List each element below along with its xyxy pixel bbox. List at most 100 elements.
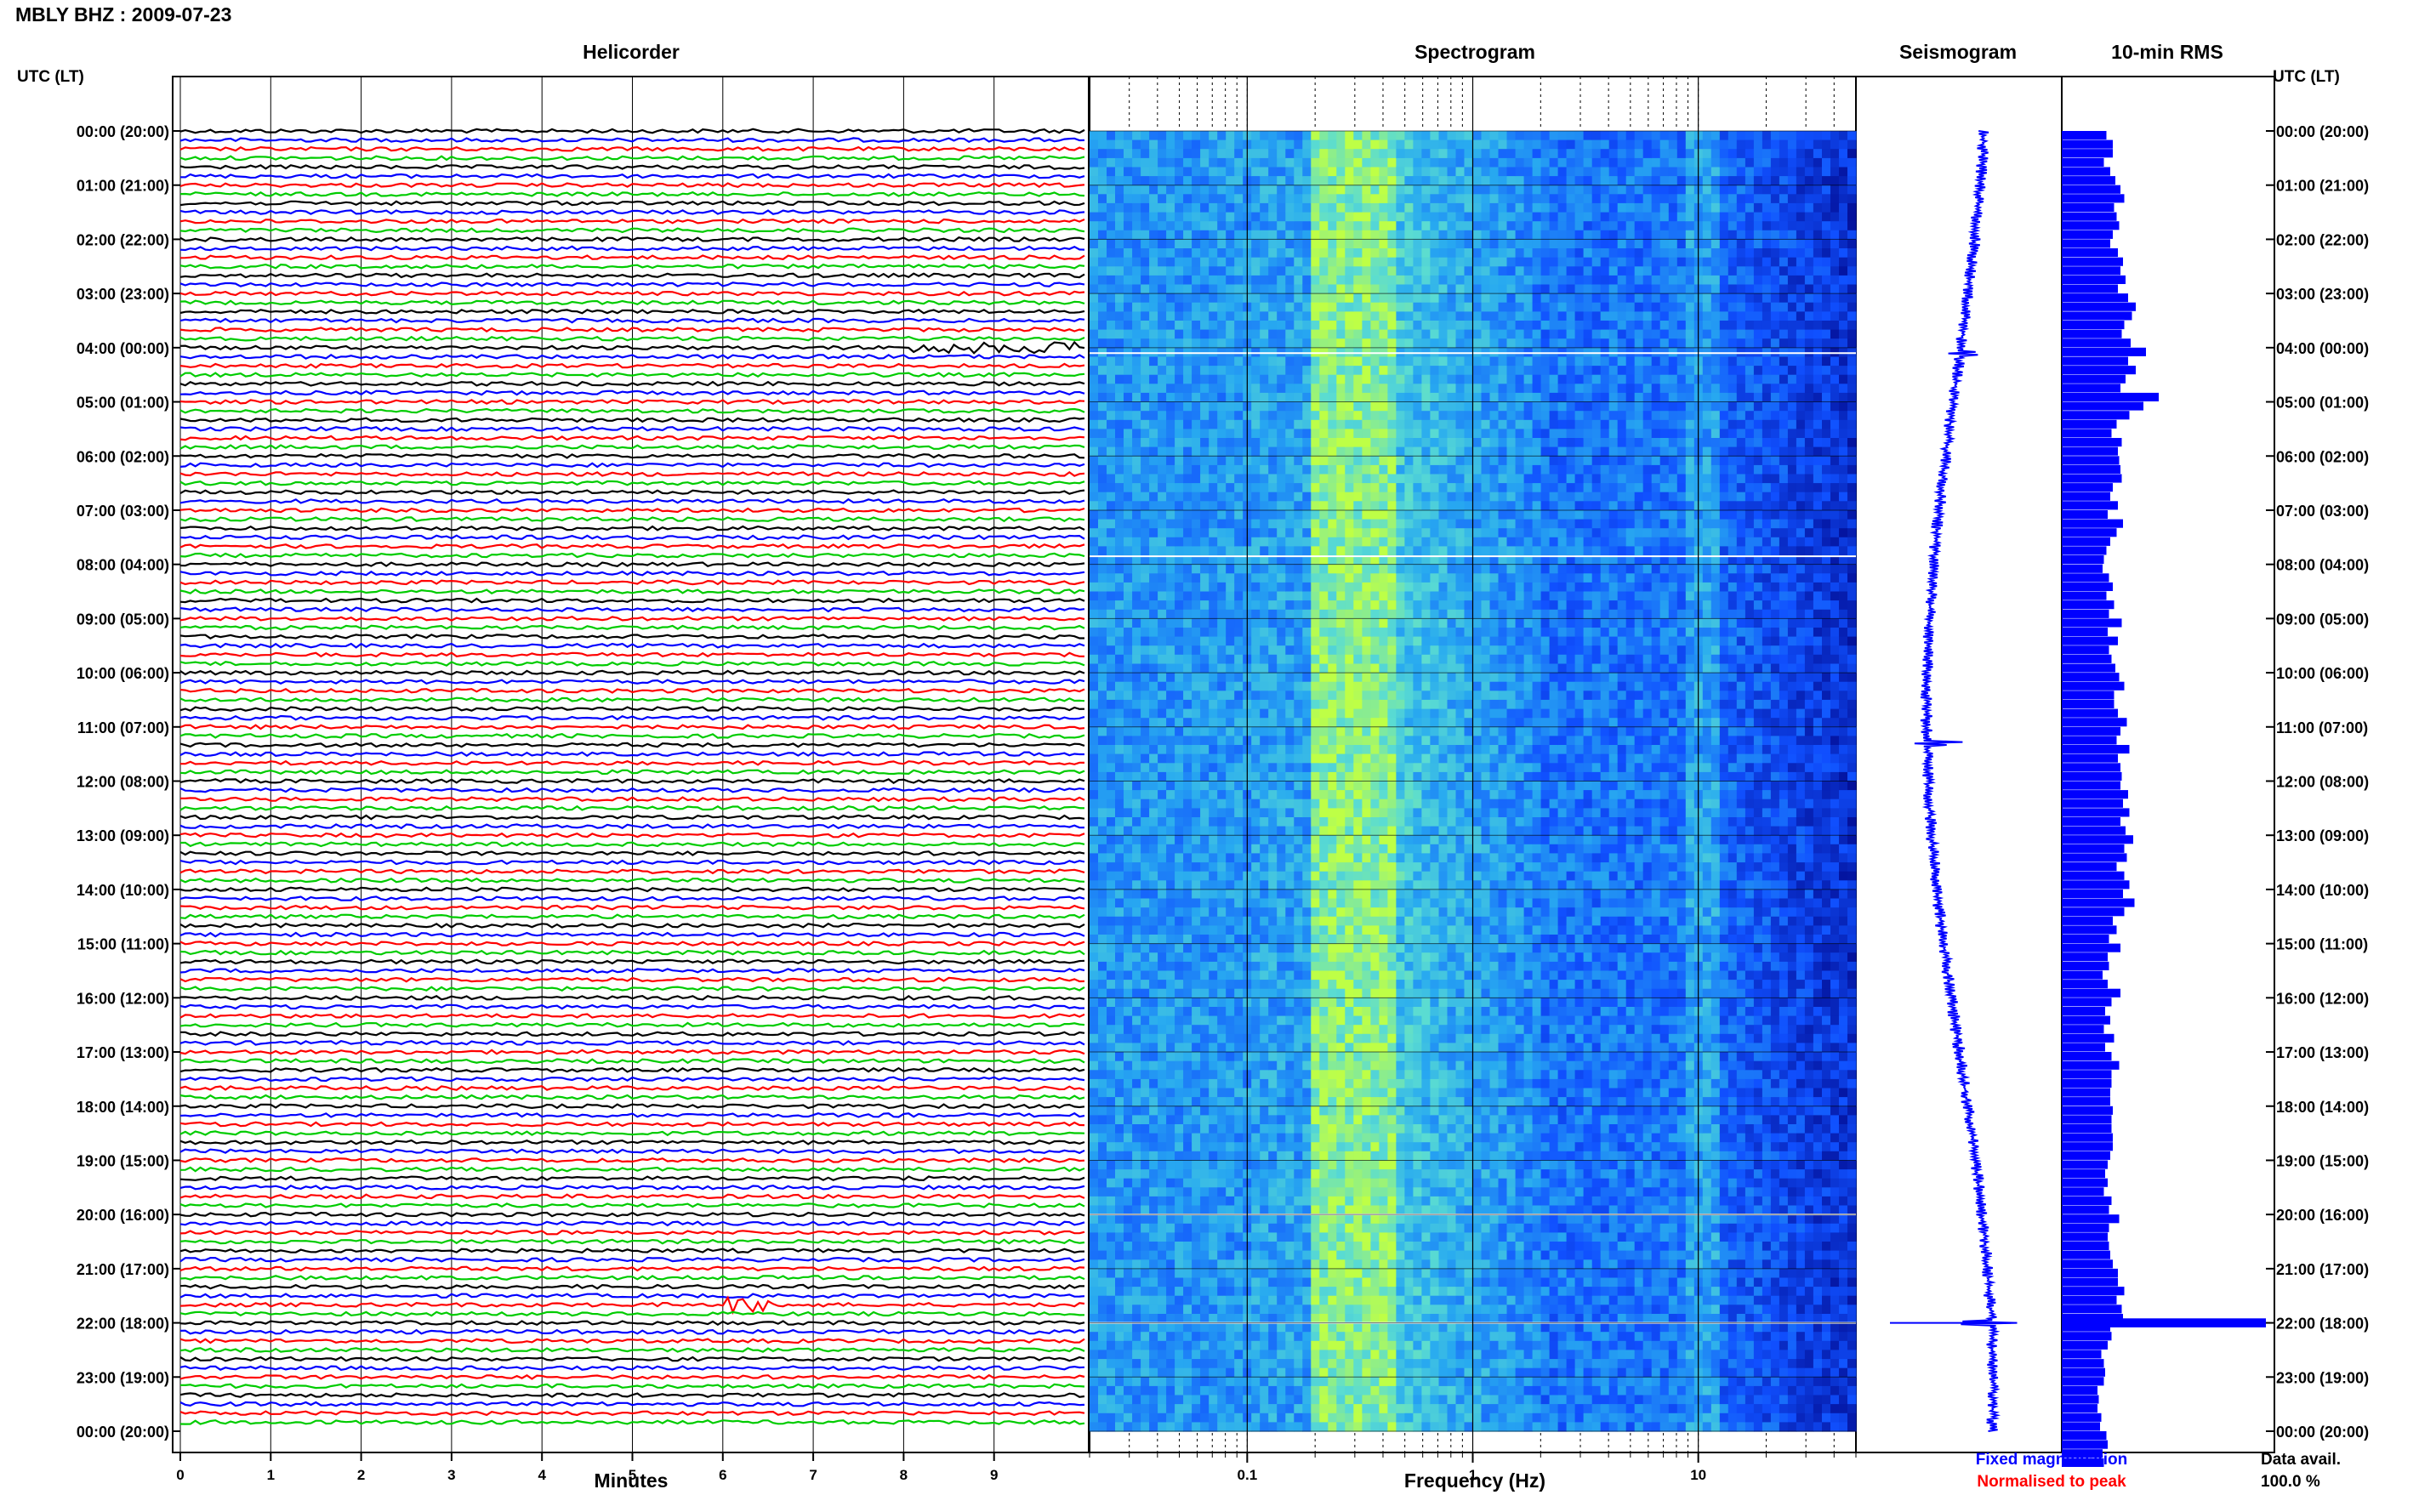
spectrogram-cell (1370, 636, 1380, 646)
spectrogram-cell (1328, 763, 1337, 773)
spectrogram-cell (1370, 492, 1380, 502)
spectrogram-cell (1183, 889, 1192, 900)
spectrogram-cell (1345, 411, 1354, 421)
spectrogram-cell (1345, 302, 1354, 312)
spectrogram-cell (1115, 1142, 1124, 1152)
spectrogram-cell (1141, 392, 1150, 403)
spectrogram-cell (1166, 474, 1175, 484)
spectrogram-cell (1098, 537, 1107, 547)
spectrogram-cell (1251, 1422, 1261, 1432)
spectrogram-cell (1294, 1385, 1303, 1396)
spectrogram-cell (1132, 1214, 1141, 1225)
spectrogram-cell (1251, 492, 1261, 502)
spectrogram-cell (1098, 1287, 1107, 1297)
spectrogram-cell (1268, 438, 1278, 448)
spectrogram-cell (1370, 167, 1380, 177)
spectrogram-cell (1183, 157, 1192, 168)
spectrogram-cell (1098, 745, 1107, 755)
spectrogram-cell (1132, 736, 1141, 746)
spectrogram-cell (1268, 212, 1278, 222)
spectrogram-cell (1158, 1124, 1167, 1134)
spectrogram-cell (1260, 844, 1269, 854)
spectrogram-cell (1200, 1232, 1210, 1242)
spectrogram-cell (1302, 736, 1312, 746)
spectrogram-cell (1260, 880, 1269, 890)
spectrogram-cell (1166, 1232, 1175, 1242)
spectrogram-cell (1158, 898, 1167, 908)
spectrogram-cell (1132, 1277, 1141, 1287)
spectrogram-cell (1183, 384, 1192, 394)
spectrogram-cell (1260, 446, 1269, 457)
spectrogram-cell (1251, 1097, 1261, 1107)
spectrogram-cell (1302, 1088, 1312, 1098)
spectrogram-cell (1124, 681, 1133, 691)
spectrogram-cell (1166, 1259, 1175, 1270)
spectrogram-cell (1090, 1367, 1099, 1378)
spectrogram-cell (1319, 970, 1329, 981)
spectrogram-cell (1166, 411, 1175, 421)
helicorder-trace (179, 236, 1085, 242)
spectrogram-cell (1175, 483, 1184, 493)
spectrogram-cell (1345, 718, 1354, 728)
spectrogram-cell (1175, 681, 1184, 691)
spectrogram-cell (1226, 673, 1235, 683)
spectrogram-cell (1107, 411, 1116, 421)
spectrogram-cell (1294, 826, 1303, 836)
spectrogram-cell (1336, 889, 1346, 900)
spectrogram-cell (1234, 429, 1244, 439)
spectrogram-cell (1166, 356, 1175, 367)
spectrogram-cell (1183, 907, 1192, 918)
spectrogram-cell (1345, 555, 1354, 566)
spectrogram-cell (1115, 799, 1124, 809)
spectrogram-cell (1132, 202, 1141, 213)
spectrogram-cell (1183, 591, 1192, 601)
spectrogram-cell (1353, 708, 1363, 719)
spectrogram-cell (1166, 1377, 1175, 1387)
spectrogram-cell (1302, 456, 1312, 466)
spectrogram-cell (1226, 880, 1235, 890)
spectrogram-cell (1175, 1160, 1184, 1170)
spectrogram-cell (1200, 392, 1210, 403)
spectrogram-cell (1183, 1385, 1192, 1396)
spectrogram-cell (1294, 1169, 1303, 1179)
spectrogram-cell (1098, 654, 1107, 664)
spectrogram-cell (1158, 862, 1167, 873)
spectrogram-cell (1260, 573, 1269, 583)
spectrogram-cell (1141, 573, 1150, 583)
spectrogram-cell (1158, 302, 1167, 312)
spectrogram-cell (1234, 826, 1244, 836)
spectrogram-cell (1200, 1070, 1210, 1080)
spectrogram-cell (1090, 1007, 1099, 1017)
spectrogram-cell (1209, 185, 1218, 195)
spectrogram-cell (1115, 943, 1124, 953)
spectrogram-cell (1353, 149, 1363, 159)
spectrogram-cell (1192, 1015, 1201, 1026)
spectrogram-cell (1090, 311, 1099, 321)
spectrogram-cell (1319, 230, 1329, 240)
spectrogram-cell (1319, 1178, 1329, 1188)
spectrogram-cell (1345, 1043, 1354, 1053)
spectrogram-cell (1268, 131, 1278, 141)
spectrogram-cell (1251, 167, 1261, 177)
spectrogram-cell (1149, 628, 1158, 638)
spectrogram-cell (1149, 366, 1158, 376)
spectrogram-cell (1268, 1015, 1278, 1026)
spectrogram-cell (1319, 1395, 1329, 1405)
helicorder-trace (179, 327, 1085, 333)
spectrogram-cell (1302, 745, 1312, 755)
spectrogram-cell (1302, 176, 1312, 186)
spectrogram-cell (1353, 248, 1363, 259)
spectrogram-cell (1209, 510, 1218, 520)
spectrogram-cell (1311, 356, 1320, 367)
spectrogram-cell (1311, 366, 1320, 376)
spectrogram-cell (1319, 1422, 1329, 1432)
spectrogram-cell (1090, 681, 1099, 691)
spectrogram-cell (1311, 419, 1320, 429)
spectrogram-cell (1158, 374, 1167, 384)
spectrogram-cell (1328, 771, 1337, 782)
spectrogram-cell (1251, 1187, 1261, 1197)
spectrogram-cell (1107, 546, 1116, 556)
spectrogram-cell (1353, 817, 1363, 827)
spectrogram-cell (1353, 221, 1363, 231)
spectrogram-cell (1302, 202, 1312, 213)
